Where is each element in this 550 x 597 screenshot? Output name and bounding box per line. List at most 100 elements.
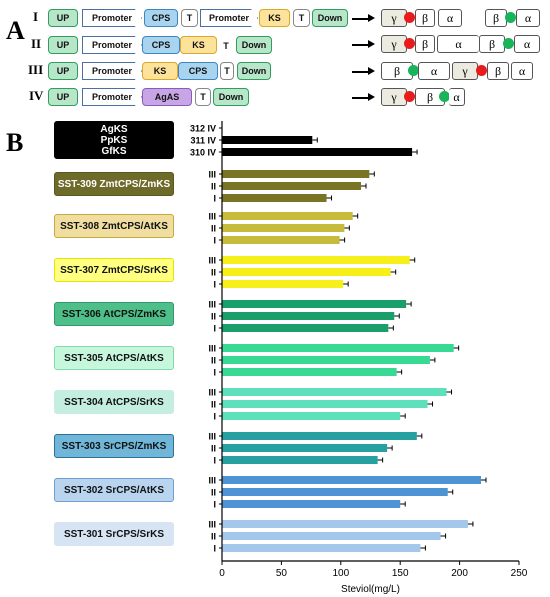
green-dot-icon xyxy=(505,12,516,23)
construct-row-number: I xyxy=(33,9,39,24)
construct-label-line: AgKS xyxy=(100,123,128,135)
bar xyxy=(222,182,361,190)
bar-tick-label: I xyxy=(213,280,216,290)
alpha-subunit: α xyxy=(511,62,533,80)
alpha-subunit: α xyxy=(438,9,462,27)
expression-arrow xyxy=(352,97,368,99)
bar xyxy=(222,520,468,528)
construct-label: SST-308 ZmtCPS/AtKS xyxy=(54,214,174,238)
alpha-subunit: α xyxy=(514,35,540,53)
bar xyxy=(222,312,395,320)
bar-tick-label: I xyxy=(213,544,216,554)
construct-label: SST-302 SrCPS/AtKS xyxy=(54,478,174,502)
bar-tick-label: III xyxy=(208,432,216,442)
down-element: Down xyxy=(312,9,348,27)
bar-tick-label: 311 IV xyxy=(190,136,216,146)
bar-tick-label: II xyxy=(211,444,216,454)
down-element: Down xyxy=(213,88,249,106)
bar-tick-label: II xyxy=(211,488,216,498)
gamma-subunit: γ xyxy=(381,88,407,106)
construct-label: SST-309 ZmtCPS/ZmKS xyxy=(54,172,174,196)
terminator: T xyxy=(195,88,211,106)
bar xyxy=(222,170,370,178)
bar xyxy=(222,280,344,288)
arrow-head-icon xyxy=(368,67,375,75)
bar-tick-label: I xyxy=(213,500,216,510)
bar xyxy=(222,544,421,552)
panel-b-letter: B xyxy=(6,128,24,157)
construct-row-number: III xyxy=(28,62,44,77)
alpha-subunit: α xyxy=(516,9,540,27)
bar xyxy=(222,356,430,364)
red-dot-icon xyxy=(404,91,415,102)
arrow-head-icon xyxy=(368,93,375,101)
red-dot-icon xyxy=(476,65,487,76)
bar-tick-label: I xyxy=(213,412,216,422)
bar xyxy=(222,532,441,540)
red-dot-icon xyxy=(404,12,415,23)
ks-gene: KS xyxy=(180,36,217,54)
construct-label: AgKS PpKS GfKS xyxy=(54,121,174,159)
bar xyxy=(222,236,340,244)
bar xyxy=(222,432,417,440)
expression-arrow xyxy=(352,44,368,46)
bar xyxy=(222,268,391,276)
construct-label: SST-304 AtCPS/SrKS xyxy=(54,390,174,414)
bar xyxy=(222,368,397,376)
x-tick-label: 0 xyxy=(219,568,225,579)
promoter-arrow: Promoter xyxy=(82,36,142,54)
bar xyxy=(222,136,313,144)
x-tick-label: 100 xyxy=(332,568,349,579)
alpha-subunit: α xyxy=(449,88,465,106)
bar xyxy=(222,476,481,484)
bar xyxy=(222,444,388,452)
bar xyxy=(222,400,428,408)
bar-tick-label: I xyxy=(213,324,216,334)
green-dot-icon xyxy=(408,65,419,76)
x-tick-label: 200 xyxy=(451,568,468,579)
construct-label: SST-303 SrCPS/ZmKS xyxy=(54,434,174,458)
promoter-arrow: Promoter xyxy=(82,62,142,80)
terminator: T xyxy=(219,38,233,54)
alpha-subunit: α xyxy=(418,62,450,80)
bar-tick-label: 312 IV xyxy=(190,124,216,134)
bar-tick-label: III xyxy=(208,300,216,310)
bar xyxy=(222,224,345,232)
construct-label: SST-306 AtCPS/ZmKS xyxy=(54,302,174,326)
bar xyxy=(222,456,378,464)
ks-gene: KS xyxy=(142,62,178,80)
beta-subunit: β xyxy=(415,35,435,53)
bar-tick-label: I xyxy=(213,236,216,246)
bar xyxy=(222,500,401,508)
bar xyxy=(222,388,447,396)
bar xyxy=(222,194,327,202)
bar-tick-label: II xyxy=(211,400,216,410)
bar-tick-label: II xyxy=(211,312,216,322)
x-tick-label: 50 xyxy=(276,568,288,579)
promoter-arrow: Promoter xyxy=(200,9,258,27)
construct-row-number: II xyxy=(31,36,42,51)
arrow-head-icon xyxy=(368,40,375,48)
construct-label: SST-301 SrCPS/SrKS xyxy=(54,522,174,546)
bar-tick-label: III xyxy=(208,170,216,180)
up-element: UP xyxy=(48,9,78,27)
beta-subunit: β xyxy=(415,9,435,27)
bar xyxy=(222,256,410,264)
bar-tick-label: II xyxy=(211,532,216,542)
bar-tick-label: II xyxy=(211,268,216,278)
bar xyxy=(222,324,389,332)
construct-row-number: IV xyxy=(29,88,44,103)
construct-label-line: GfKS xyxy=(101,145,127,157)
bar-tick-label: 310 IV xyxy=(190,148,216,158)
bar xyxy=(222,412,401,420)
bar xyxy=(222,212,353,220)
ks-gene: KS xyxy=(259,9,290,27)
bar-tick-label: III xyxy=(208,520,216,530)
bar-tick-label: I xyxy=(213,456,216,466)
terminator: T xyxy=(181,9,198,27)
bar-tick-label: III xyxy=(208,256,216,266)
terminator: T xyxy=(293,9,310,27)
bar-tick-label: III xyxy=(208,388,216,398)
beta-subunit: β xyxy=(487,62,509,80)
